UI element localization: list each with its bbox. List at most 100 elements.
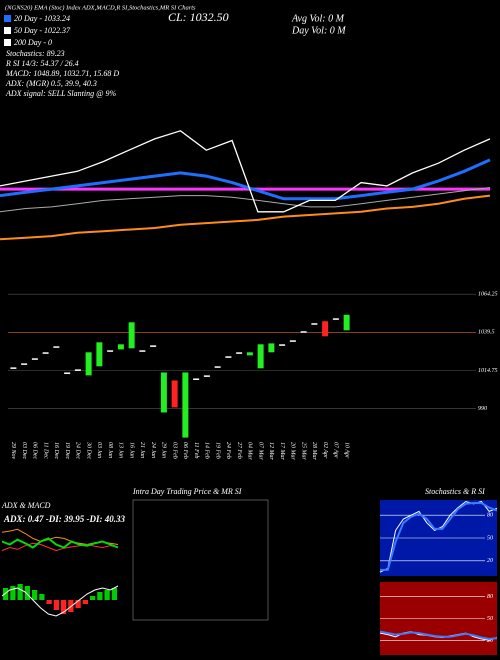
candle [10,367,17,369]
series-line [1,537,119,549]
x-tick-label: 07 Apr [333,442,339,459]
legend-label: 20 Day - 1033.24 [14,14,70,23]
series-line [379,630,498,640]
x-tick-label: 24 Feb [225,442,232,459]
y-tick-label: 20 [487,638,493,644]
x-tick-label: 12 Mar [268,442,274,460]
panel-subtitle: ADX: 0.47 -DI: 39.95 -DI: 40.33 [3,514,125,524]
y-tick-label: 1014.75 [478,367,498,374]
candle [300,331,307,333]
y-tick-label: 50 [487,535,493,541]
macd-bar [53,600,59,610]
x-tick-label: 10 Apr [343,442,349,459]
x-tick-label: 27 Feb [236,442,242,459]
y-tick-label: 990 [478,406,487,412]
x-tick-label: 19 Dec [64,442,70,459]
macd-bar [17,584,23,600]
day-vol: Day Vol: 0 M [291,25,346,36]
info-line: MACD: 1048.89, 1032.71, 15.68 D [5,69,119,78]
legend-swatch [4,27,11,34]
x-tick-label: 14 Feb [204,442,211,459]
macd-bar [90,596,96,600]
intraday-panel [132,499,269,621]
info-line: R SI 14/3: 54.37 / 26.4 [5,59,79,68]
close-price: CL: 1032.50 [168,10,229,24]
candle [289,340,296,342]
legend-label: 50 Day - 1022.37 [14,26,71,35]
x-tick-label: 30 Dec [85,441,91,459]
x-tick-label: 04 Mar [247,442,254,460]
x-tick-label: 19 Feb [214,442,220,459]
x-tick-label: 16 Dec [53,442,59,459]
macd-bar [104,590,110,600]
candle [214,366,221,368]
macd-bar [3,588,9,600]
info-line: ADX signal: SELL Slanting @ 9% [5,89,116,98]
candle [128,322,135,349]
info-line: ADX: (MGR) 0.5, 39.9, 40.3 [5,79,97,88]
symbol-line: (NGNS20) EMA (Stoc) Index ADX,MACD,R SI,… [5,4,196,11]
series-line [0,130,491,213]
x-tick-label: 13 Jan [118,442,124,458]
candle [96,342,103,367]
macd-bar [61,600,67,614]
x-tick-label: 02 Apr [322,442,328,459]
candle [322,321,329,337]
candle [332,318,339,320]
candle [225,356,232,358]
x-tick-label: 07 Mar [257,442,263,460]
candle [279,344,286,346]
candle [203,375,210,377]
x-tick-label: 29 Jan [161,442,167,458]
x-tick-label: 06 Dec [32,442,38,459]
candle [21,363,28,365]
macd-bar [75,600,81,608]
y-tick-label: 20 [487,558,493,564]
x-tick-label: 17 Mar [279,442,285,460]
candle [246,352,253,356]
y-tick-label: 80 [487,594,493,600]
series-line [0,158,491,201]
candle [107,350,114,352]
candle [85,352,92,376]
macd-bar [46,600,52,604]
x-tick-label: 03 Feb [171,442,177,459]
macd-bar [82,600,88,604]
x-tick-label: 11 Feb [193,442,199,458]
x-tick-label: 28 Mar [311,442,317,460]
x-tick-label: 06 Feb [182,442,188,459]
candle [160,372,167,413]
macd-bar [111,588,117,600]
candle [257,344,264,369]
avg-vol: Avg Vol: 0 M [291,13,345,24]
candle [236,352,243,354]
series-line [1,542,119,552]
candle [117,344,124,350]
legend-label: 200 Day - 0 [14,38,52,47]
panel-title: Stochastics & R SI [425,487,485,496]
candle [42,352,49,354]
macd-bar [97,592,103,600]
candle [139,350,146,352]
series-line [380,502,498,571]
y-tick-label: 50 [487,616,493,622]
x-tick-label: 25 Mar [300,442,306,460]
candle [31,358,38,360]
candle [150,345,157,347]
macd-bar [24,586,30,600]
x-tick-label: 29 Nov [10,442,16,460]
y-tick-label: 80 [487,513,493,519]
macd-bar [10,586,16,600]
info-line: Stochastics: 89.23 [6,49,65,58]
x-tick-label: 11 Dec [42,442,48,459]
panel-title: ADX & MACD [1,501,51,510]
candle [268,343,275,353]
series-line [0,194,491,241]
x-tick-label: 03 Jan [96,442,102,458]
y-tick-label: 1039.5 [478,330,495,336]
x-tick-label: 21 Jan [139,442,145,458]
candle [343,314,350,331]
panel-title: Intra Day Trading Price & MR SI [132,487,242,496]
